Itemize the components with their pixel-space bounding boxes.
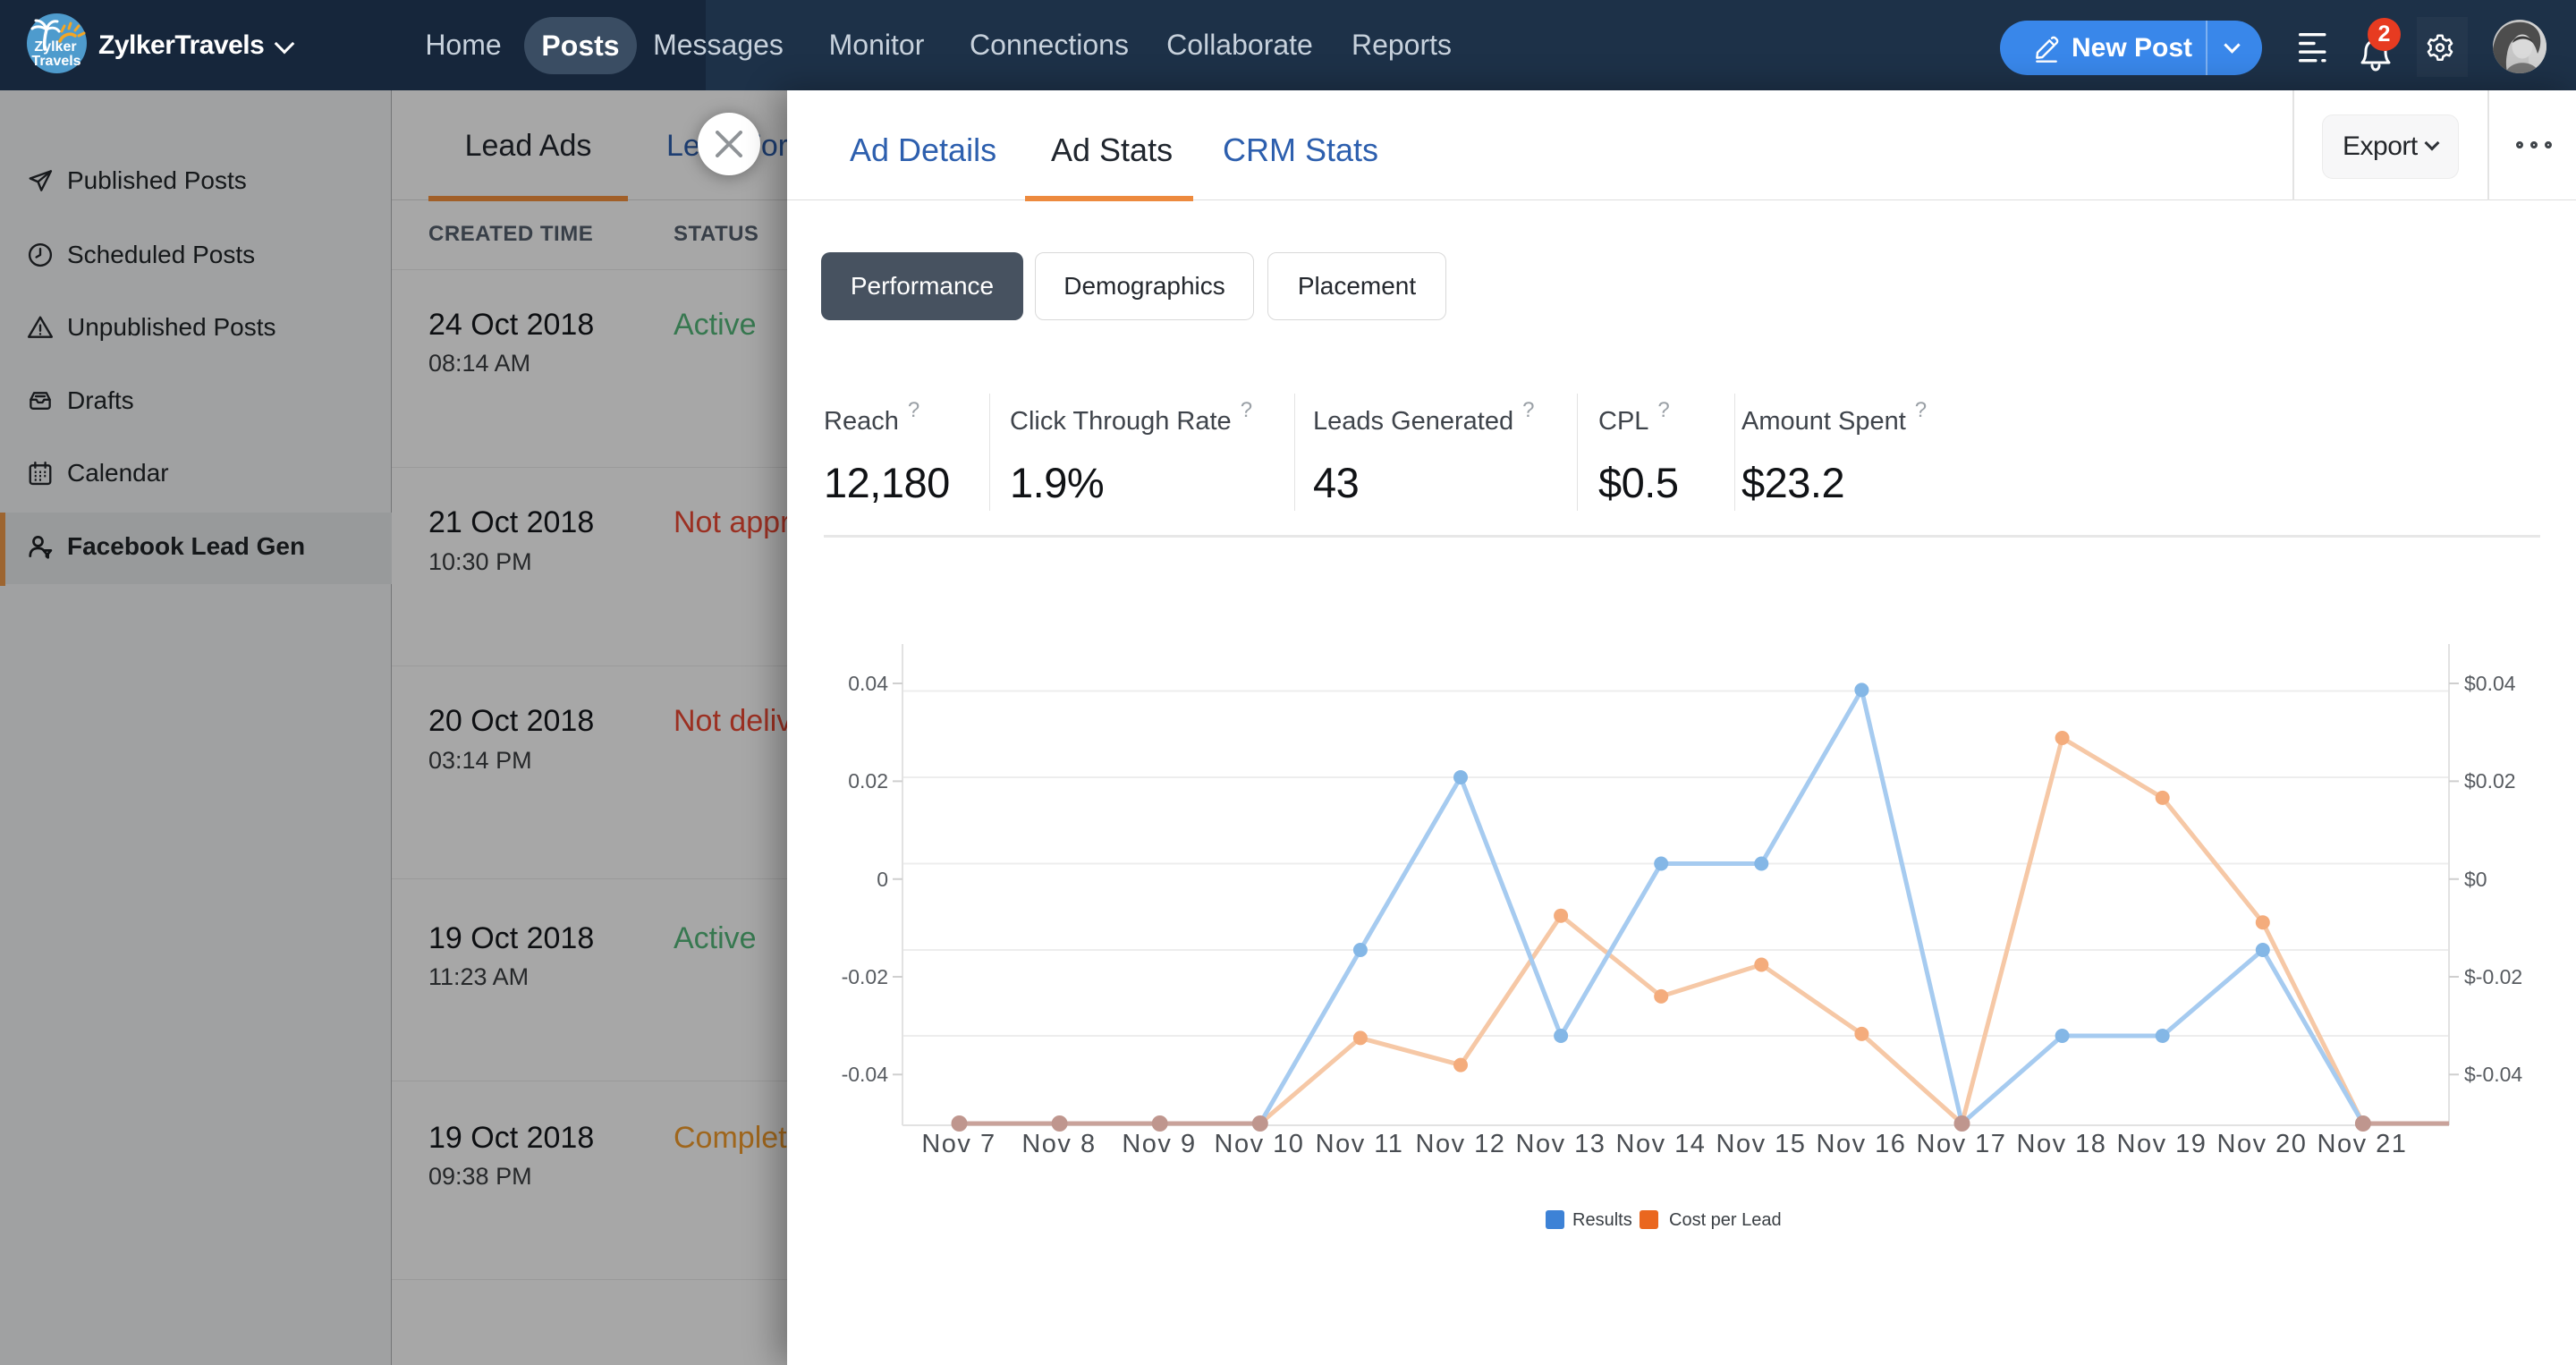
svg-text:Travels: Travels <box>31 54 80 69</box>
svg-text:Zylker: Zylker <box>34 39 76 55</box>
